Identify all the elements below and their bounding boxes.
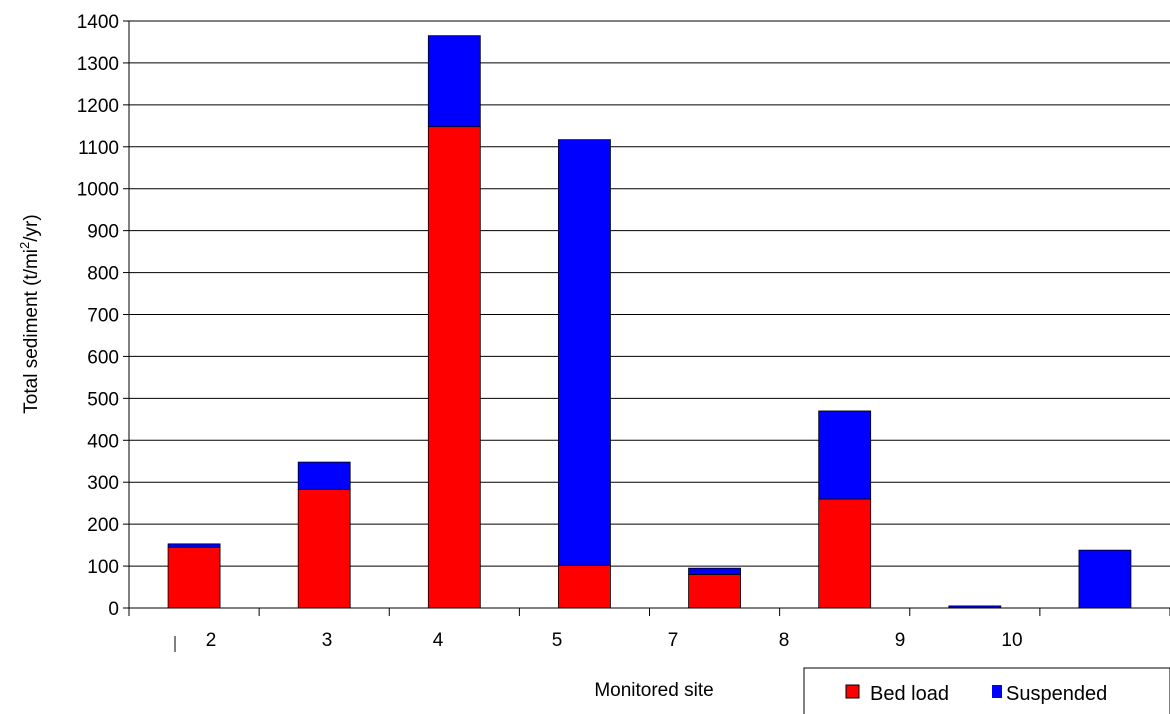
x-tick-label: 3 [322,630,333,651]
x-tick-label: 5 [552,630,563,651]
bars [167,35,1132,609]
bar-segment [297,488,351,609]
x-tick-label: 4 [433,630,444,651]
legend-swatch-suspended [992,685,1002,698]
bar-segment [688,567,741,575]
y-tick-label: 1300 [77,54,119,75]
y-tick-label: 500 [87,389,119,410]
y-tick-label: 700 [87,306,119,327]
bar-segment [558,139,611,566]
bar-segment [818,410,872,500]
y-axis-title-sup: 2 [17,242,32,249]
gridlines [129,20,1170,567]
y-tick-label: 900 [87,222,119,243]
x-tick-label: 8 [779,630,790,651]
legend-swatch-bed-load [845,684,860,699]
y-axis-title: Total sediment (t/mi2/yr) [17,214,42,413]
y-tick-labels: 0 100 200 300 400 500 600 700 800 900 1000 1100 1200… [77,12,119,620]
y-tick-label: 800 [87,264,119,285]
legend: Bed load Suspended [803,667,1170,714]
legend-label-bed-load: Bed load [870,683,949,705]
x-tick-label: 10 [1001,630,1022,651]
y-tick-label: 0 [108,599,119,620]
y-tick-label: 1400 [77,12,119,33]
bar-segment [1078,549,1132,609]
bar-segment [297,461,351,490]
x-tick-labels: 2 3 4 5 7 8 9 10 [206,630,1023,651]
y-tick-label: 600 [87,347,119,368]
x-tick-label: 7 [668,630,679,651]
y-axis-title-end: /yr) [21,214,42,241]
y-tick-label: 400 [87,431,119,452]
y-tick-label: 1000 [77,180,119,201]
y-tick-label: 1200 [77,96,119,117]
bar-segment [688,574,741,609]
bar-segment [167,543,221,548]
legend-box [803,667,1170,714]
y-axis-title-main: Total sediment (t/mi [21,249,42,414]
y-tick-label: 300 [87,473,119,494]
bar-segment [558,564,611,609]
y-tick-label: 1100 [78,138,119,159]
bar-segment [167,546,221,609]
y-tick-label: 200 [87,515,119,536]
x-tick-label: 9 [895,630,906,651]
axes [123,20,1170,652]
x-axis-title: Monitored site [594,680,713,701]
bar-segment [427,35,481,128]
x-tick-label: 2 [206,630,217,651]
bar-segment [427,126,481,609]
y-tick-label: 100 [87,557,119,578]
bar-segment [818,498,872,609]
legend-label-suspended: Suspended [1006,683,1107,705]
